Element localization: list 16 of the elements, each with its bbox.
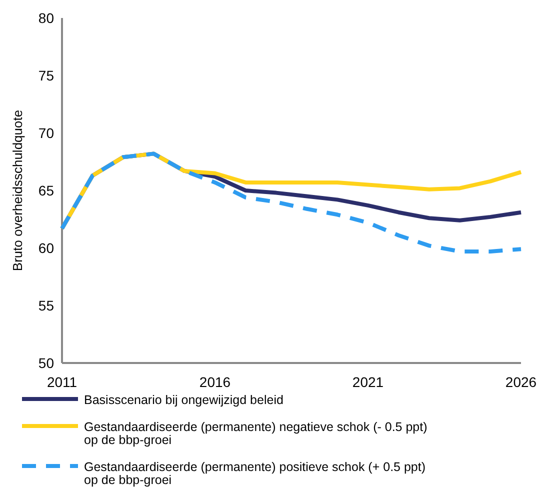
legend-label: Basisscenario bij ongewijzigd beleid	[84, 393, 284, 407]
y-axis-title: Bruto overheidsschuldquote	[10, 110, 25, 272]
y-tick-label: 60	[38, 240, 54, 256]
y-tick-label: 70	[38, 125, 54, 141]
legend-label: Gestandaardiseerde (permanente) negatieve schok (- 0.5 ppt) op de bbp-groei	[84, 420, 428, 447]
x-tick-label: 2011	[46, 374, 78, 390]
y-tick-label: 50	[38, 355, 54, 371]
legend-label: Gestandaardiseerde (permanente) positieve schok (+ 0.5 ppt) op de bbp-groei	[84, 460, 426, 487]
x-tick-label: 2026	[505, 374, 537, 390]
y-tick-label: 75	[38, 68, 54, 84]
y-tick-label: 80	[38, 10, 54, 26]
y-tick-label: 55	[38, 298, 54, 314]
y-tick-label: 65	[38, 182, 54, 198]
line-series	[60, 152, 523, 254]
x-tick-label: 2021	[352, 374, 384, 390]
x-tick-label: 2016	[199, 374, 231, 390]
